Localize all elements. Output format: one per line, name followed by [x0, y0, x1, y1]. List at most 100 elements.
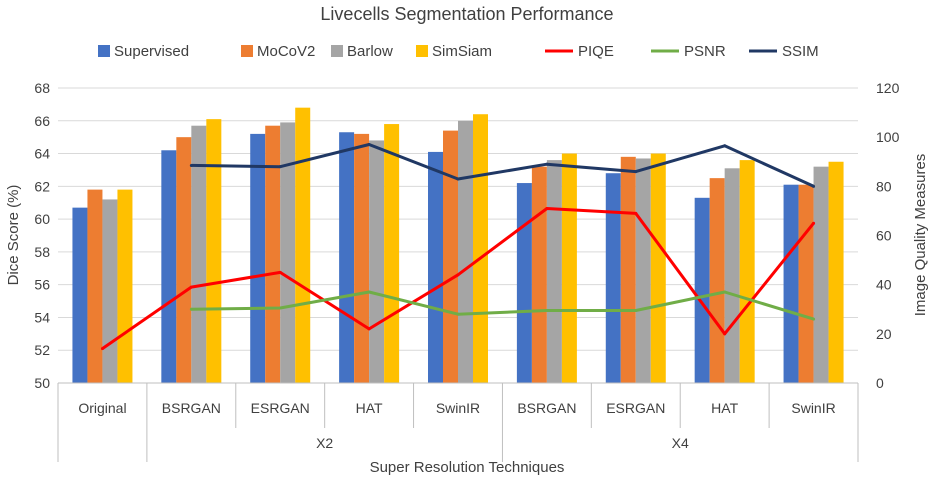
x-tick-label: HAT: [356, 400, 383, 416]
point-psnr: [367, 290, 371, 294]
point-ssim: [278, 165, 282, 169]
y-tick-label: 56: [34, 277, 50, 293]
x-axis-label: Super Resolution Techniques: [370, 459, 565, 476]
point-psnr: [456, 312, 460, 316]
y2-tick-label: 20: [876, 326, 892, 342]
point-piqe: [189, 285, 193, 289]
point-psnr: [812, 317, 816, 321]
legend-label-ssim: SSIM: [782, 43, 819, 60]
point-ssim: [545, 162, 549, 166]
bar-supervised: [72, 207, 88, 383]
bars: [72, 107, 844, 384]
bar-supervised: [605, 173, 621, 383]
y-tick-label: 54: [34, 309, 50, 325]
y-tick-label: 50: [34, 375, 50, 391]
bar-supervised: [161, 150, 177, 383]
bar-simsiam: [739, 160, 755, 383]
bar-barlow: [458, 120, 473, 384]
bar-mocov2: [354, 133, 370, 383]
y-tick-label: 64: [34, 146, 50, 162]
series-lines: [100, 143, 816, 351]
bar-barlow: [102, 199, 118, 383]
point-psnr: [189, 307, 193, 311]
y-tick-label: 60: [34, 211, 50, 227]
bar-mocov2: [709, 178, 725, 383]
group-label: X4: [672, 435, 689, 451]
legend-swatch-barlow: [331, 45, 343, 57]
point-ssim: [812, 184, 816, 188]
y-axis-label: Dice Score (%): [5, 185, 22, 286]
point-piqe: [634, 211, 638, 215]
bar-mocov2: [798, 184, 814, 383]
group-label: X2: [316, 435, 333, 451]
point-piqe: [100, 347, 104, 351]
x-tick-label: ESRGAN: [606, 400, 665, 416]
point-piqe: [456, 273, 460, 277]
bar-mocov2: [443, 130, 458, 383]
bar-simsiam: [206, 119, 222, 383]
legend-label-supervised: Supervised: [114, 43, 189, 60]
bar-supervised: [516, 183, 532, 383]
legend-swatch-simsiam: [416, 45, 428, 57]
point-piqe: [723, 332, 727, 336]
x-tick-label: SwinIR: [436, 400, 480, 416]
chart-title: Livecells Segmentation Performance: [320, 4, 613, 24]
point-ssim: [456, 177, 460, 181]
y-tick-label: 58: [34, 244, 50, 260]
y2-tick-label: 0: [876, 375, 884, 391]
bar-barlow: [191, 125, 207, 383]
y-tick-label: 62: [34, 178, 50, 194]
bar-mocov2: [176, 137, 192, 383]
y2-tick-label: 40: [876, 277, 892, 293]
point-ssim: [634, 170, 638, 174]
bar-simsiam: [561, 153, 577, 383]
x-tick-label: ESRGAN: [251, 400, 310, 416]
bar-simsiam: [117, 189, 133, 383]
bar-barlow: [813, 166, 829, 383]
bar-simsiam: [473, 114, 488, 383]
bar-mocov2: [531, 166, 547, 383]
bar-simsiam: [828, 161, 844, 383]
bar-mocov2: [87, 189, 103, 383]
bar-simsiam: [384, 124, 400, 384]
bar-supervised: [250, 133, 266, 383]
y2-tick-label: 120: [876, 80, 900, 96]
bar-supervised: [783, 184, 799, 383]
bar-simsiam: [295, 107, 311, 384]
point-piqe: [545, 206, 549, 210]
point-ssim: [723, 144, 727, 148]
legend: Supervised MoCoV2 Barlow SimSiam PIQE PSNR SSI…: [98, 43, 819, 60]
y-tick-label: 66: [34, 113, 50, 129]
axes: 50 52 54 56 58 60 62 64 66 68 0 20 40 60 80 100 120 Origi…: [34, 80, 900, 462]
bar-barlow: [724, 168, 740, 383]
bar-barlow: [635, 158, 651, 383]
point-piqe: [367, 327, 371, 331]
legend-swatch-supervised: [98, 45, 110, 57]
legend-label-psnr: PSNR: [684, 43, 726, 60]
bar-mocov2: [620, 156, 636, 383]
bar-simsiam: [650, 153, 666, 383]
bar-supervised: [428, 151, 443, 383]
point-psnr: [278, 306, 282, 310]
point-psnr: [723, 290, 727, 294]
x-tick-label: Original: [78, 400, 126, 416]
legend-swatch-mocov2: [241, 45, 253, 57]
y-tick-label: 68: [34, 80, 50, 96]
bar-barlow: [280, 122, 296, 384]
x-tick-label: HAT: [711, 400, 738, 416]
point-ssim: [189, 163, 193, 167]
point-psnr: [545, 308, 549, 312]
point-ssim: [367, 143, 371, 147]
x-tick-label: BSRGAN: [162, 400, 221, 416]
x-tick-label: BSRGAN: [517, 400, 576, 416]
x-tick-label: SwinIR: [791, 400, 835, 416]
bar-supervised: [694, 197, 710, 383]
y2-tick-label: 80: [876, 178, 892, 194]
y2-tick-label: 60: [876, 228, 892, 244]
point-psnr: [634, 308, 638, 312]
bar-barlow: [369, 140, 385, 383]
point-piqe: [812, 221, 816, 225]
legend-label-simsiam: SimSiam: [432, 43, 492, 60]
y-tick-label: 52: [34, 342, 50, 358]
legend-label-piqe: PIQE: [578, 43, 614, 60]
